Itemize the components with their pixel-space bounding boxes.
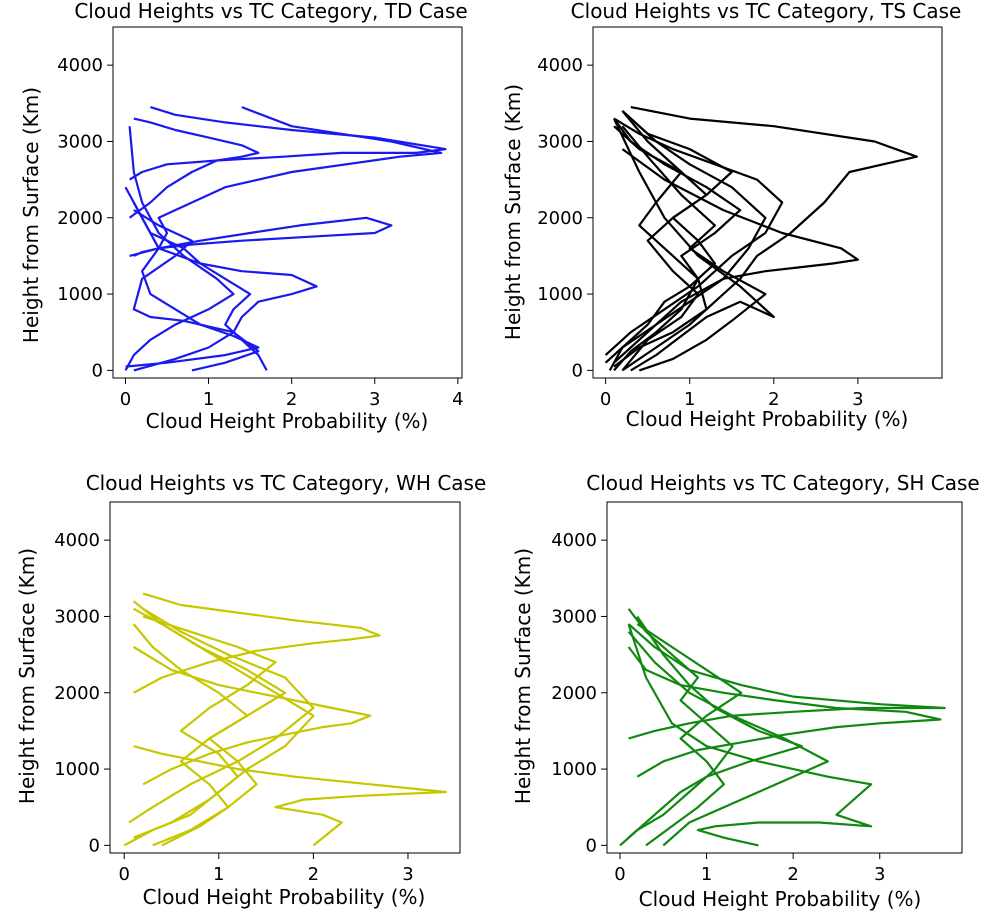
series-line — [627, 630, 829, 847]
x-tick-label: 3 — [874, 864, 885, 885]
y-axis-label: Height from Surface (Km) — [15, 548, 39, 804]
x-tick-label: 2 — [768, 389, 779, 410]
series-line — [133, 592, 381, 694]
plot-frame — [606, 501, 963, 854]
series-line — [132, 209, 260, 372]
x-tick-label: 0 — [118, 864, 129, 885]
plot-frame — [112, 26, 463, 379]
series-line — [621, 125, 767, 372]
series-line — [133, 745, 447, 847]
data-lines — [124, 106, 447, 372]
x-tick-label: 0 — [120, 389, 131, 410]
y-tick-label: 4000 — [54, 530, 100, 551]
series-line — [621, 110, 733, 372]
series-line — [133, 615, 277, 839]
chart-title: Cloud Heights vs TC Category, TS Case — [571, 0, 962, 23]
x-tick-label: 3 — [402, 864, 413, 885]
panel-td-case: Cloud Heights vs TC Category, TD Case 0 1… — [19, 0, 468, 433]
panel-ts-case: Cloud Heights vs TC Category, TS Case 0 1… — [501, 0, 961, 431]
series-line — [128, 117, 260, 219]
y-axis-ticks: 0 1000 2000 3000 4000 — [551, 530, 607, 856]
x-tick-label: 3 — [852, 389, 863, 410]
y-tick-label: 0 — [586, 835, 597, 856]
data-lines — [123, 592, 447, 847]
x-tick-label: 1 — [213, 864, 224, 885]
series-line — [124, 126, 235, 371]
series-line — [133, 646, 372, 786]
x-tick-label: 1 — [701, 864, 712, 885]
series-line — [619, 608, 734, 847]
y-tick-label: 3000 — [57, 131, 103, 152]
series-line — [613, 110, 700, 372]
y-tick-label: 2000 — [537, 208, 583, 229]
y-axis-label: Height from Surface (Km) — [501, 84, 525, 340]
y-axis-ticks: 0 1000 2000 3000 4000 — [57, 55, 113, 381]
series-line — [129, 216, 393, 257]
series-line — [128, 607, 315, 824]
chart-title: Cloud Heights vs TC Category, TD Case — [74, 0, 467, 23]
x-axis-label: Cloud Height Probability (%) — [143, 885, 426, 909]
y-tick-label: 4000 — [57, 55, 103, 76]
x-tick-label: 4 — [452, 389, 463, 410]
panel-wh-case: Cloud Heights vs TC Category, WH Case 0 1… — [15, 471, 486, 909]
series-line — [124, 186, 260, 368]
x-axis-ticks: 0 1 2 3 4 — [120, 378, 464, 410]
series-line — [132, 201, 318, 372]
series-line — [129, 106, 447, 181]
x-axis-ticks: 0 1 2 3 — [118, 853, 414, 885]
chart-title: Cloud Heights vs TC Category, SH Case — [586, 471, 979, 495]
y-axis-label: Height from Surface (Km) — [511, 548, 535, 804]
x-tick-label: 2 — [787, 864, 798, 885]
y-tick-label: 1000 — [551, 759, 597, 780]
y-tick-label: 2000 — [54, 683, 100, 704]
panel-sh-case: Cloud Heights vs TC Category, SH Case 0 1… — [511, 471, 980, 911]
y-axis-ticks: 0 1000 2000 3000 4000 — [54, 530, 110, 856]
series-line — [621, 106, 918, 372]
y-tick-label: 4000 — [537, 55, 583, 76]
x-axis-label: Cloud Height Probability (%) — [146, 409, 429, 433]
y-axis-label: Height from Surface (Km) — [19, 87, 43, 343]
x-tick-label: 0 — [614, 864, 625, 885]
series-line — [627, 615, 803, 839]
x-axis-ticks: 0 1 2 3 — [614, 853, 885, 885]
y-tick-label: 2000 — [551, 683, 597, 704]
y-tick-label: 1000 — [54, 759, 100, 780]
series-line — [613, 148, 860, 364]
series-line — [627, 646, 942, 778]
series-line — [636, 623, 743, 847]
y-tick-label: 0 — [92, 360, 103, 381]
y-tick-label: 0 — [572, 360, 583, 381]
series-line — [157, 106, 443, 371]
x-tick-label: 2 — [286, 389, 297, 410]
series-line — [608, 110, 767, 371]
y-tick-label: 3000 — [551, 606, 597, 627]
data-lines — [619, 608, 946, 847]
x-axis-label: Cloud Height Probability (%) — [639, 887, 922, 911]
series-line — [604, 125, 717, 364]
x-tick-label: 0 — [600, 389, 611, 410]
plot-frame — [109, 501, 461, 854]
y-tick-label: 4000 — [551, 530, 597, 551]
x-axis-label: Cloud Height Probability (%) — [626, 407, 909, 431]
chart-title: Cloud Heights vs TC Category, WH Case — [86, 471, 487, 495]
y-axis-ticks: 0 1000 2000 3000 4000 — [537, 55, 593, 381]
plot-frame — [592, 26, 943, 379]
x-tick-label: 1 — [684, 389, 695, 410]
data-lines — [604, 106, 918, 372]
y-tick-label: 2000 — [57, 208, 103, 229]
x-tick-label: 2 — [308, 864, 319, 885]
y-tick-label: 1000 — [57, 284, 103, 305]
y-tick-label: 3000 — [54, 606, 100, 627]
x-axis-ticks: 0 1 2 3 — [600, 378, 864, 410]
series-line — [627, 623, 873, 847]
series-line — [132, 623, 249, 847]
x-tick-label: 3 — [369, 389, 380, 410]
y-tick-label: 1000 — [537, 284, 583, 305]
series-line — [604, 117, 784, 356]
y-tick-label: 0 — [89, 835, 100, 856]
y-tick-label: 3000 — [537, 131, 583, 152]
x-tick-label: 1 — [203, 389, 214, 410]
